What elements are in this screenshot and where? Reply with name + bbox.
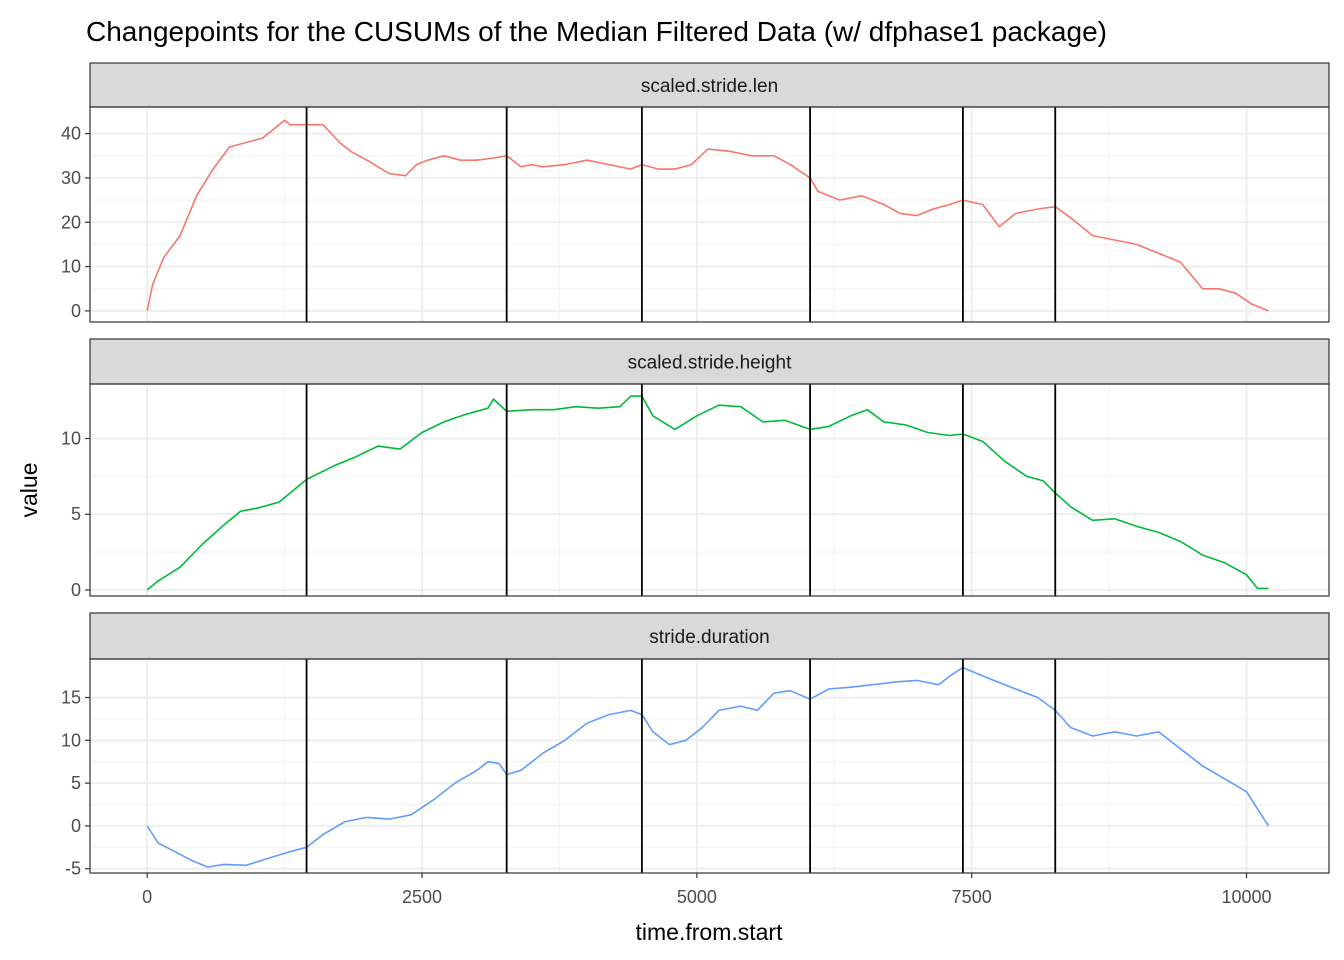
- facet-scaled-stride-len: scaled.stride.len 0 10 20 30 40: [61, 62, 1330, 323]
- facet-strip: [89, 338, 1330, 385]
- panel-border: [89, 106, 1330, 323]
- y-tick-label: 40: [61, 124, 81, 144]
- x-tick-label: 5000: [677, 887, 717, 907]
- y-tick-label: 30: [61, 168, 81, 188]
- panel-border: [89, 383, 1330, 597]
- facet-strip: [89, 62, 1330, 108]
- facet-strip-label: stride.duration: [649, 627, 769, 648]
- facet-strip-label: scaled.stride.height: [628, 353, 792, 374]
- y-tick-label: 15: [61, 688, 81, 708]
- facet-stride-duration: stride.duration -5 0 5 10 15: [61, 612, 1330, 879]
- y-axis-title: value: [16, 463, 42, 518]
- x-tick-label: 0: [142, 887, 152, 907]
- facet-scaled-stride-height: scaled.stride.height 0 5 10: [61, 338, 1330, 600]
- y-tick-label: 10: [61, 429, 81, 449]
- series-line-scaled-stride-len: [146, 119, 1269, 312]
- y-tick-label: 0: [71, 301, 81, 321]
- y-tick-label: -5: [65, 859, 81, 879]
- x-axis-title: time.from.start: [636, 919, 784, 945]
- y-tick-label: 10: [61, 257, 81, 277]
- y-tick-label: 5: [71, 773, 81, 793]
- series-line-scaled-stride-height: [146, 395, 1269, 591]
- series-line-stride-duration: [146, 666, 1270, 868]
- y-tick-label: 0: [71, 816, 81, 836]
- facet-strip-label: scaled.stride.len: [641, 76, 778, 97]
- facet-panels: scaled.stride.len010203040scaled.stride.…: [61, 62, 1330, 879]
- x-tick-label: 2500: [402, 887, 442, 907]
- x-axis: 0 2500 5000 7500 10000: [142, 873, 1272, 907]
- chart-title: Changepoints for the CUSUMs of the Media…: [86, 16, 1107, 47]
- y-tick-label: 5: [71, 504, 81, 524]
- facet-strip: [89, 612, 1330, 660]
- y-tick-label: 10: [61, 730, 81, 750]
- y-tick-label: 0: [71, 580, 81, 600]
- y-tick-label: 20: [61, 212, 81, 232]
- panel-border: [89, 658, 1330, 874]
- x-tick-label: 10000: [1222, 887, 1272, 907]
- x-tick-label: 7500: [952, 887, 992, 907]
